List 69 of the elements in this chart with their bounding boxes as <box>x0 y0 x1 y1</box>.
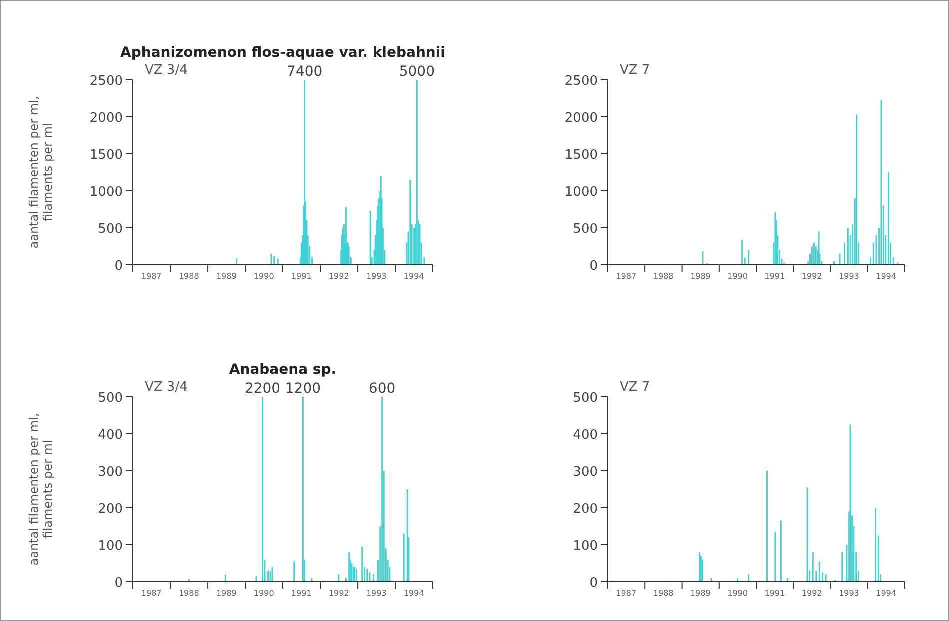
annotation: 2200 <box>244 381 281 397</box>
x-tick-label: 1987 <box>141 272 162 281</box>
x-tick-label: 1991 <box>764 272 786 281</box>
y-tick-label: 500 <box>573 222 598 237</box>
chart-title: Aphanizomenon flos-aquae var. klebahnii <box>120 45 446 61</box>
y-tick-label: 0 <box>590 259 598 274</box>
x-tick-label: 1990 <box>728 272 748 281</box>
x-tick-label: 1994 <box>876 272 896 281</box>
y-tick-label: 2500 <box>90 74 123 89</box>
y-axis-title: aantal filamenten per ml, filaments per ml <box>27 413 55 566</box>
x-tick-label: 1989 <box>216 589 237 598</box>
x-tick-label: 1988 <box>178 589 200 598</box>
y-tick-label: 100 <box>98 539 123 554</box>
chart-subtitle: VZ 7 <box>620 63 650 78</box>
x-tick-label: 1993 <box>839 272 860 281</box>
y-tick-label: 500 <box>98 391 123 406</box>
x-tick-label: 1994 <box>876 589 896 598</box>
x-tick-label: 1992 <box>328 272 350 281</box>
x-tick-label: 1993 <box>366 272 387 281</box>
x-tick-label: 1990 <box>254 589 274 598</box>
y-tick-label: 1000 <box>564 185 598 200</box>
x-tick-label: 1992 <box>802 272 822 281</box>
y-tick-label: 1500 <box>90 148 123 163</box>
y-tick-label: 400 <box>98 428 123 443</box>
y-tick-label: 300 <box>98 465 123 480</box>
y-tick-label: 1000 <box>90 185 123 200</box>
x-tick-label: 1990 <box>254 272 274 281</box>
y-tick-label: 2500 <box>564 74 598 89</box>
annotation: 600 <box>368 381 396 397</box>
y-tick-label: 200 <box>573 502 598 517</box>
x-tick-label: 1993 <box>839 589 860 598</box>
x-tick-label: 1989 <box>690 272 711 281</box>
annotation: 1200 <box>285 381 322 397</box>
x-tick-label: 1988 <box>653 272 674 281</box>
y-tick-label: 0 <box>114 576 123 591</box>
chart-subtitle: VZ 3/4 <box>145 380 188 395</box>
y-tick-label: 0 <box>114 259 123 274</box>
y-tick-label: 500 <box>573 391 598 406</box>
y-tick-label: 2000 <box>564 111 598 126</box>
x-tick-label: 1988 <box>653 589 674 598</box>
x-tick-label: 1994 <box>404 589 424 598</box>
annotation: 7400 <box>287 64 323 80</box>
annotation: 5000 <box>399 64 436 80</box>
x-tick-label: 1990 <box>728 589 748 598</box>
x-tick-label: 1991 <box>764 589 786 598</box>
y-tick-label: 300 <box>573 465 598 480</box>
x-tick-label: 1993 <box>366 589 387 598</box>
x-tick-label: 1987 <box>616 272 637 281</box>
y-tick-label: 400 <box>573 428 598 443</box>
y-tick-label: 0 <box>590 576 598 591</box>
x-tick-label: 1992 <box>802 589 822 598</box>
x-tick-label: 1987 <box>141 589 162 598</box>
y-tick-label: 2000 <box>90 111 123 126</box>
x-tick-label: 1989 <box>690 589 711 598</box>
x-tick-label: 1991 <box>291 272 312 281</box>
y-axis-title: aantal filamenten per ml, filaments per ml <box>27 96 55 249</box>
x-tick-label: 1987 <box>616 589 637 598</box>
y-tick-label: 1500 <box>564 148 598 163</box>
chart-title: Anabaena sp. <box>229 362 337 378</box>
y-tick-label: 500 <box>98 222 123 237</box>
x-tick-label: 1992 <box>328 589 350 598</box>
chart-subtitle: VZ 3/4 <box>145 63 188 78</box>
x-tick-label: 1991 <box>291 589 312 598</box>
x-tick-label: 1989 <box>216 272 237 281</box>
y-tick-label: 200 <box>98 502 123 517</box>
y-tick-label: 100 <box>573 539 598 554</box>
x-tick-label: 1994 <box>404 272 424 281</box>
chart-subtitle: VZ 7 <box>620 380 650 395</box>
x-tick-label: 1988 <box>178 272 200 281</box>
